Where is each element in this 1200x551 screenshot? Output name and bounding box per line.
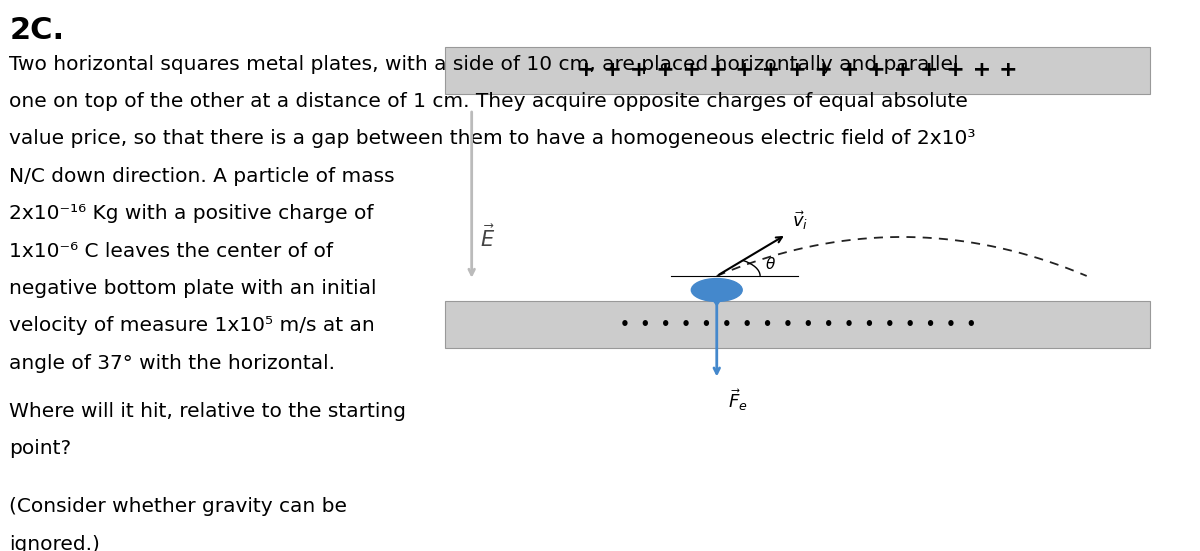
Polygon shape bbox=[708, 294, 726, 306]
Text: negative bottom plate with an initial: negative bottom plate with an initial bbox=[10, 279, 377, 298]
Text: point?: point? bbox=[10, 439, 71, 458]
Text: + + + + + + + + + + + + + + + + +: + + + + + + + + + + + + + + + + + bbox=[577, 60, 1018, 80]
Text: 2C.: 2C. bbox=[10, 15, 65, 45]
Text: 2x10⁻¹⁶ Kg with a positive charge of: 2x10⁻¹⁶ Kg with a positive charge of bbox=[10, 204, 373, 223]
Text: $\vec{v}_i$: $\vec{v}_i$ bbox=[792, 209, 809, 232]
Text: $\theta$: $\theta$ bbox=[766, 256, 776, 272]
Text: one on top of the other at a distance of 1 cm. They acquire opposite charges of : one on top of the other at a distance of… bbox=[10, 92, 968, 111]
Text: •  •  •  •  •  •  •  •  •  •  •  •  •  •  •  •  •  •: • • • • • • • • • • • • • • • • • • bbox=[619, 317, 976, 332]
Text: value price, so that there is a gap between them to have a homogeneous electric : value price, so that there is a gap betw… bbox=[10, 129, 976, 148]
Text: ignored.): ignored.) bbox=[10, 535, 100, 551]
Text: velocity of measure 1x10⁵ m/s at an: velocity of measure 1x10⁵ m/s at an bbox=[10, 316, 374, 336]
Text: 1x10⁻⁶ C leaves the center of of: 1x10⁻⁶ C leaves the center of of bbox=[10, 242, 334, 261]
Text: (Consider whether gravity can be: (Consider whether gravity can be bbox=[10, 498, 347, 516]
Text: angle of 37° with the horizontal.: angle of 37° with the horizontal. bbox=[10, 354, 335, 373]
Circle shape bbox=[691, 279, 742, 301]
Text: $\vec{E}$: $\vec{E}$ bbox=[480, 224, 494, 251]
Bar bbox=[445, 301, 1151, 348]
Text: $\vec{F}_e$: $\vec{F}_e$ bbox=[728, 387, 748, 413]
Bar bbox=[445, 47, 1151, 94]
Text: N/C down direction. A particle of mass: N/C down direction. A particle of mass bbox=[10, 167, 395, 186]
Text: Where will it hit, relative to the starting: Where will it hit, relative to the start… bbox=[10, 402, 407, 421]
Text: Two horizontal squares metal plates, with a side of 10 cm, are placed horizontal: Two horizontal squares metal plates, wit… bbox=[10, 55, 959, 74]
